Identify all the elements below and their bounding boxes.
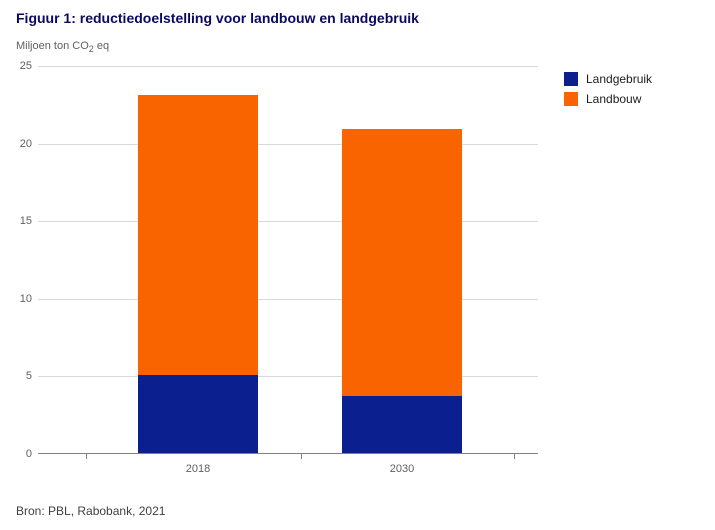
chart-area: 051015202520182030 LandgebruikLandbouw: [16, 60, 696, 480]
y-tick-label: 5: [18, 370, 38, 382]
y-tick-label: 20: [18, 138, 38, 150]
x-tick-label: 2018: [186, 463, 210, 475]
legend-item-landbouw: Landbouw: [564, 92, 652, 106]
legend-swatch: [564, 92, 578, 106]
grid-line: [38, 221, 538, 222]
legend-item-landgebruik: Landgebruik: [564, 72, 652, 86]
y-tick-label: 10: [18, 293, 38, 305]
y-tick-label: 15: [18, 215, 38, 227]
x-tick-mark: [514, 453, 515, 459]
x-tick-mark: [301, 453, 302, 459]
legend-label: Landgebruik: [586, 72, 652, 86]
y-tick-label: 0: [18, 448, 38, 460]
y-axis-label-prefix: Miljoen ton CO: [16, 40, 89, 52]
source-text: Bron: PBL, Rabobank, 2021: [16, 504, 165, 518]
chart-title: Figuur 1: reductiedoelstelling voor land…: [0, 0, 715, 26]
x-tick-label: 2030: [390, 463, 414, 475]
legend: Landgebruik Landbouw: [564, 72, 652, 112]
grid-line: [38, 299, 538, 300]
y-axis-label-suffix: eq: [94, 40, 109, 52]
bar-segment-landgebruik: [138, 375, 258, 453]
grid-line: [38, 376, 538, 377]
x-tick-mark: [86, 453, 87, 459]
bar-segment-landbouw: [138, 95, 258, 376]
bar-segment-landgebruik: [342, 396, 462, 453]
grid-line: [38, 144, 538, 145]
plot-area: 051015202520182030: [38, 66, 538, 454]
legend-label: Landbouw: [586, 92, 641, 106]
legend-swatch: [564, 72, 578, 86]
y-tick-label: 25: [18, 60, 38, 72]
y-axis-label: Miljoen ton CO2 eq: [0, 26, 715, 54]
grid-line: [38, 66, 538, 67]
bar-segment-landbouw: [342, 129, 462, 396]
